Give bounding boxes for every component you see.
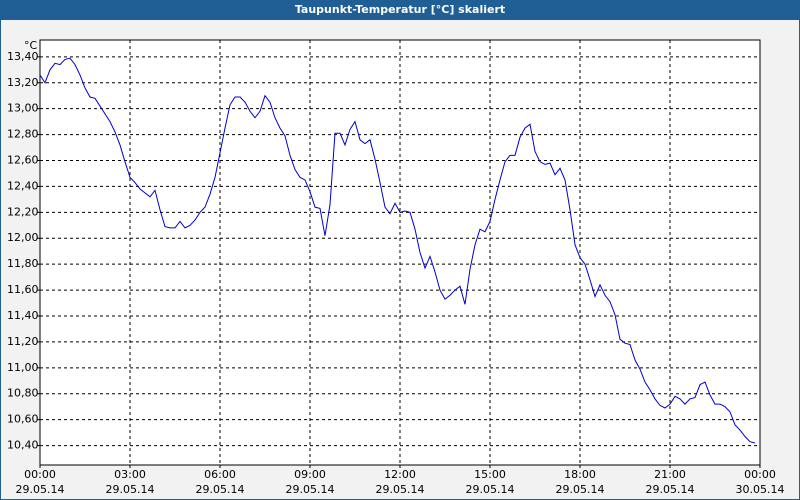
y-tick-label: 10,80 xyxy=(7,387,39,400)
y-tick-label: 12,60 xyxy=(7,154,39,167)
x-tick-time: 21:00 xyxy=(654,468,686,481)
y-tick-label: 12,80 xyxy=(7,128,39,141)
x-tick-date: 29.05.14 xyxy=(196,483,245,496)
y-tick-label: 13,00 xyxy=(7,102,39,115)
y-tick-label: 12,00 xyxy=(7,231,39,244)
x-tick-date: 29.05.14 xyxy=(106,483,155,496)
x-tick-time: 09:00 xyxy=(294,468,326,481)
x-tick-time: 00:00 xyxy=(744,468,776,481)
y-tick-label: 11,60 xyxy=(7,283,39,296)
x-tick-time: 00:00 xyxy=(24,468,56,481)
x-tick-date: 29.05.14 xyxy=(646,483,695,496)
x-tick-time: 06:00 xyxy=(204,468,236,481)
x-tick-date: 29.05.14 xyxy=(376,483,425,496)
y-tick-label: 13,20 xyxy=(7,76,39,89)
y-tick-label: 11,80 xyxy=(7,257,39,270)
title-bar xyxy=(0,0,800,20)
x-tick-date: 29.05.14 xyxy=(286,483,335,496)
y-tick-label: 13,40 xyxy=(7,50,39,63)
x-tick-time: 12:00 xyxy=(384,468,416,481)
chart-title: Taupunkt-Temperatur [°C] skaliert xyxy=(295,3,505,16)
y-tick-label: 12,40 xyxy=(7,179,39,192)
x-tick-date: 30.05.14 xyxy=(736,483,785,496)
y-unit: °C xyxy=(24,39,38,52)
y-tick-label: 10,40 xyxy=(7,439,39,452)
data-line xyxy=(39,57,756,444)
y-tick-label: 11,00 xyxy=(7,361,39,374)
x-tick-time: 18:00 xyxy=(564,468,596,481)
y-tick-label: 11,40 xyxy=(7,309,39,322)
x-tick-date: 29.05.14 xyxy=(466,483,515,496)
y-tick-label: 10,60 xyxy=(7,413,39,426)
x-tick-time: 03:00 xyxy=(114,468,146,481)
x-tick-time: 15:00 xyxy=(474,468,506,481)
y-tick-label: 12,20 xyxy=(7,205,39,218)
x-tick-date: 29.05.14 xyxy=(16,483,65,496)
y-tick-label: 11,20 xyxy=(7,335,39,348)
x-tick-date: 29.05.14 xyxy=(556,483,605,496)
